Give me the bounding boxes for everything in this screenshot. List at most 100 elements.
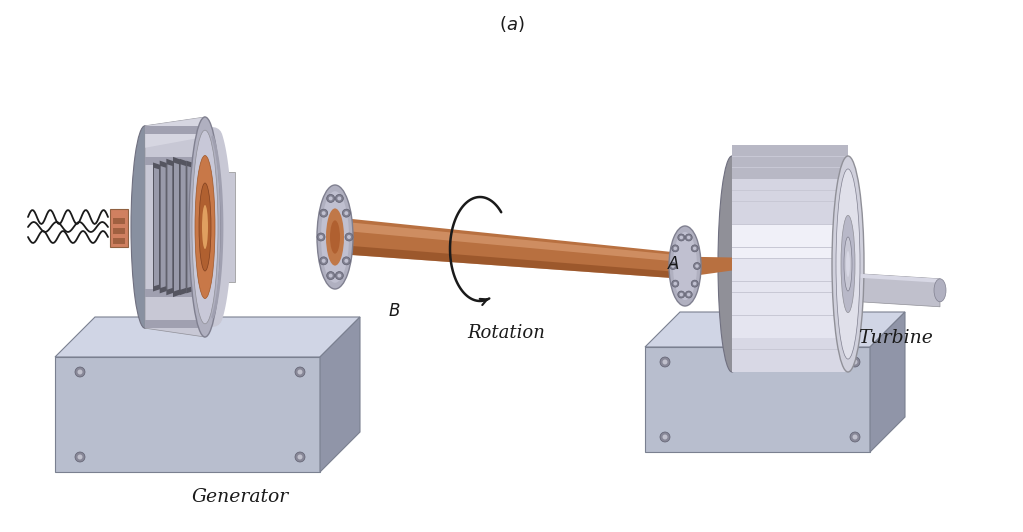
Ellipse shape (295, 452, 305, 462)
Polygon shape (860, 274, 940, 283)
Ellipse shape (832, 156, 864, 372)
Ellipse shape (78, 370, 83, 375)
Ellipse shape (319, 257, 327, 265)
Bar (732, 156, 848, 168)
Text: $A$: $A$ (667, 256, 679, 273)
Polygon shape (194, 168, 199, 286)
Ellipse shape (345, 211, 348, 215)
Polygon shape (320, 317, 360, 472)
Ellipse shape (189, 117, 221, 337)
Bar (732, 168, 848, 179)
Text: Generator: Generator (191, 488, 290, 506)
Ellipse shape (673, 246, 677, 250)
Bar (732, 338, 848, 350)
Ellipse shape (202, 205, 208, 249)
Ellipse shape (852, 360, 857, 364)
Polygon shape (870, 312, 905, 452)
Ellipse shape (195, 155, 215, 298)
Bar (113, 218, 125, 224)
Bar (732, 259, 848, 270)
Bar (732, 281, 848, 293)
Ellipse shape (718, 156, 746, 372)
Ellipse shape (321, 191, 349, 283)
Bar (732, 293, 848, 304)
Ellipse shape (336, 271, 344, 280)
Polygon shape (644, 312, 905, 347)
Ellipse shape (319, 209, 327, 217)
Ellipse shape (696, 264, 699, 268)
Ellipse shape (326, 209, 344, 265)
Polygon shape (145, 289, 205, 297)
Polygon shape (180, 159, 186, 295)
Ellipse shape (663, 435, 667, 439)
Ellipse shape (669, 262, 676, 270)
Polygon shape (168, 164, 172, 289)
Ellipse shape (131, 126, 159, 328)
Bar (732, 361, 848, 372)
Bar (732, 247, 848, 259)
Ellipse shape (694, 262, 701, 270)
Ellipse shape (852, 435, 857, 439)
Ellipse shape (328, 196, 332, 201)
Polygon shape (145, 117, 205, 337)
Polygon shape (187, 166, 192, 288)
Bar (113, 228, 125, 234)
Bar (732, 225, 848, 236)
Ellipse shape (686, 293, 691, 296)
Polygon shape (153, 162, 160, 292)
Ellipse shape (298, 370, 303, 375)
Ellipse shape (663, 360, 667, 364)
Polygon shape (55, 357, 320, 472)
Polygon shape (352, 222, 672, 261)
Ellipse shape (343, 209, 350, 217)
Ellipse shape (686, 236, 691, 239)
Polygon shape (186, 161, 193, 293)
Polygon shape (145, 117, 205, 148)
Ellipse shape (836, 169, 860, 359)
Bar (732, 145, 848, 156)
Polygon shape (860, 274, 940, 307)
Bar (732, 327, 848, 338)
Ellipse shape (319, 235, 323, 239)
Ellipse shape (326, 194, 335, 202)
Ellipse shape (317, 233, 325, 241)
Ellipse shape (679, 293, 683, 296)
Bar (732, 350, 848, 361)
Ellipse shape (660, 432, 670, 442)
Ellipse shape (326, 271, 335, 280)
Ellipse shape (345, 233, 353, 241)
Ellipse shape (75, 367, 85, 377)
Bar (732, 202, 848, 213)
Polygon shape (699, 257, 732, 275)
Ellipse shape (330, 220, 340, 254)
Ellipse shape (328, 273, 332, 278)
Polygon shape (193, 162, 201, 292)
Ellipse shape (338, 196, 342, 201)
Polygon shape (145, 157, 205, 165)
Ellipse shape (850, 432, 860, 442)
Ellipse shape (692, 280, 699, 287)
Bar (732, 315, 848, 327)
Ellipse shape (317, 185, 353, 289)
Polygon shape (732, 156, 848, 372)
Text: $B$: $B$ (388, 303, 400, 320)
Ellipse shape (693, 246, 697, 250)
Ellipse shape (192, 130, 218, 324)
Ellipse shape (75, 452, 85, 462)
Ellipse shape (78, 454, 83, 460)
Polygon shape (154, 168, 159, 286)
Ellipse shape (338, 273, 342, 278)
Bar (732, 213, 848, 224)
Polygon shape (173, 157, 180, 297)
Bar (732, 270, 848, 281)
Ellipse shape (693, 282, 697, 286)
Ellipse shape (679, 236, 683, 239)
Polygon shape (210, 172, 235, 282)
Polygon shape (167, 159, 173, 295)
Ellipse shape (678, 234, 684, 241)
Ellipse shape (673, 232, 697, 300)
Ellipse shape (934, 279, 946, 302)
Polygon shape (55, 317, 360, 357)
Ellipse shape (321, 259, 325, 263)
Bar (732, 190, 848, 202)
